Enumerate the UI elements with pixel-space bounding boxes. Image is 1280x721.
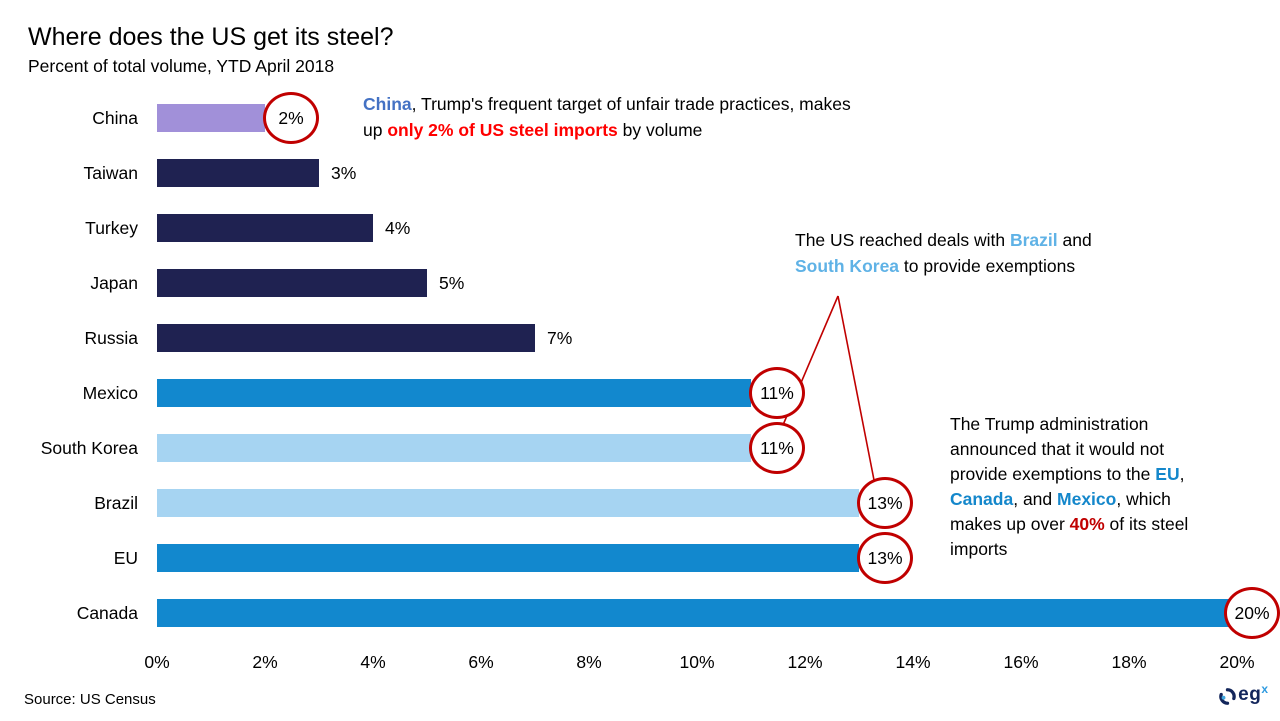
value-circle-mexico: 11% xyxy=(749,367,805,419)
bar-label-russia: Russia xyxy=(84,328,139,348)
logo: eg x xyxy=(1218,682,1268,711)
annotation-deals: The US reached deals with Brazil and Sout… xyxy=(795,227,1180,279)
value-label-taiwan: 3% xyxy=(331,163,357,183)
annotation-text: provide exemptions to the xyxy=(950,464,1156,484)
annotation-text: by volume xyxy=(617,120,703,140)
annotation-text: , Trump's frequent target of unfair trad… xyxy=(411,94,851,114)
circular-arrows-icon xyxy=(1218,687,1237,711)
page-subtitle: Percent of total volume, YTD April 2018 xyxy=(28,56,335,76)
bar-south-korea xyxy=(157,434,751,462)
annotation-line: provide exemptions to the EU, xyxy=(950,462,1272,487)
annotation-highlight: Canada xyxy=(950,489,1014,509)
annotation-text: , xyxy=(1179,464,1185,484)
annotation-text: of its steel xyxy=(1104,514,1189,534)
x-tick-10pct: 10% xyxy=(679,652,715,672)
value-circle-south-korea: 11% xyxy=(749,422,805,474)
annotation-highlight: only 2% of US steel imports xyxy=(387,120,618,140)
bar-label-turkey: Turkey xyxy=(85,218,138,238)
bar-label-eu: EU xyxy=(113,548,138,568)
annotation-line: imports xyxy=(950,537,1272,562)
x-tick-2pct: 2% xyxy=(252,652,278,672)
annotation-line: The Trump administration xyxy=(950,412,1272,437)
annotation-text: , and xyxy=(1013,489,1058,509)
value-circle-eu: 13% xyxy=(857,532,913,584)
annotation-text: makes up over xyxy=(950,514,1070,534)
annotation-highlight: China xyxy=(363,94,412,114)
annotation-text: The US reached deals with xyxy=(795,230,1010,250)
value-label-turkey: 4% xyxy=(385,218,411,238)
x-tick-18pct: 18% xyxy=(1111,652,1147,672)
source-note: Source: US Census xyxy=(24,691,156,708)
bar-mexico xyxy=(157,379,751,407)
logo-superscript: x xyxy=(1261,682,1268,696)
annotation-text: and xyxy=(1057,230,1092,250)
bar-china xyxy=(157,104,265,132)
annotation-line: South Korea to provide exemptions xyxy=(795,253,1180,279)
annotation-line: makes up over 40% of its steel xyxy=(950,512,1272,537)
value-label-japan: 5% xyxy=(439,273,465,293)
value-circle-china: 2% xyxy=(263,92,319,144)
annotation-text: imports xyxy=(950,539,1008,559)
bar-label-brazil: Brazil xyxy=(94,493,138,513)
annotation-line: up only 2% of US steel imports by volume xyxy=(363,117,988,143)
bar-label-china: China xyxy=(92,108,138,128)
annotation-china: China, Trump's frequent target of unfair… xyxy=(363,91,988,143)
bar-russia xyxy=(157,324,535,352)
x-tick-6pct: 6% xyxy=(468,652,494,672)
annotation-line: Canada, and Mexico, which xyxy=(950,487,1272,512)
x-tick-16pct: 16% xyxy=(1003,652,1039,672)
annotation-highlight: 40% xyxy=(1069,514,1105,534)
annotation-text: up xyxy=(363,120,388,140)
page-title: Where does the US get its steel? xyxy=(28,23,394,51)
annotation-highlight: Brazil xyxy=(1009,230,1058,250)
bar-turkey xyxy=(157,214,373,242)
bar-label-taiwan: Taiwan xyxy=(83,163,138,183)
value-label-russia: 7% xyxy=(547,328,573,348)
annotation-text: The Trump administration xyxy=(950,414,1149,434)
bar-label-mexico: Mexico xyxy=(82,383,138,403)
annotation-text: announced that it would not xyxy=(950,439,1165,459)
bar-label-south-korea: South Korea xyxy=(40,438,138,458)
annotation-exemptions: The Trump administration announced that i… xyxy=(950,412,1272,562)
annotation-highlight: South Korea xyxy=(795,256,900,276)
x-tick-0pct: 0% xyxy=(144,652,170,672)
bar-label-japan: Japan xyxy=(90,273,138,293)
bar-taiwan xyxy=(157,159,319,187)
x-tick-12pct: 12% xyxy=(787,652,823,672)
bar-canada xyxy=(157,599,1237,627)
annotation-highlight: EU xyxy=(1155,464,1180,484)
bar-eu xyxy=(157,544,859,572)
bar-brazil xyxy=(157,489,859,517)
annotation-highlight: Mexico xyxy=(1057,489,1117,509)
value-circle-canada: 20% xyxy=(1224,587,1280,639)
x-tick-14pct: 14% xyxy=(895,652,931,672)
annotation-text: to provide exemptions xyxy=(899,256,1076,276)
bar-japan xyxy=(157,269,427,297)
x-tick-4pct: 4% xyxy=(360,652,386,672)
annotation-line: The US reached deals with Brazil and xyxy=(795,227,1180,253)
x-tick-20pct: 20% xyxy=(1219,652,1255,672)
annotation-text: , which xyxy=(1116,489,1171,509)
annotation-line: China, Trump's frequent target of unfair… xyxy=(363,91,988,117)
annotation-line: announced that it would not xyxy=(950,437,1272,462)
logo-text: eg xyxy=(1238,684,1262,705)
x-tick-8pct: 8% xyxy=(576,652,602,672)
value-circle-brazil: 13% xyxy=(857,477,913,529)
bar-label-canada: Canada xyxy=(76,603,138,623)
